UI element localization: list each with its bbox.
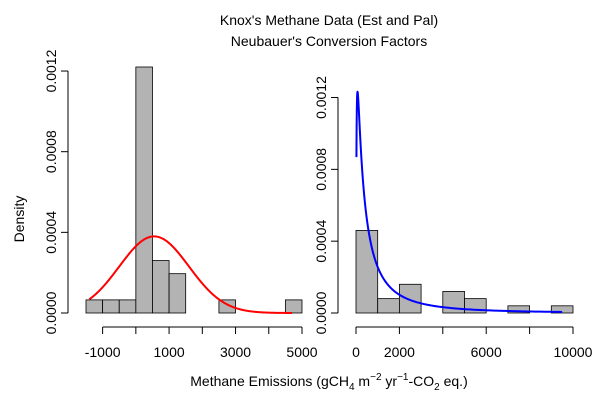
x-tick-label: 1000 (154, 344, 185, 360)
x-tick-label: -1000 (85, 344, 121, 360)
x-axis-title-part: m (355, 373, 371, 389)
chart-title-line1: Knox's Methane Data (Est and Pal) (220, 12, 438, 28)
x-tick-label: 5000 (286, 344, 317, 360)
histogram-bar (135, 66, 153, 314)
x-axis-title-sup: −2 (370, 372, 382, 383)
histogram-bar (152, 260, 170, 314)
histogram-bar (284, 299, 303, 314)
left-histogram-panel: 0.0000 0.0004 0.0008 0.0012 -1000 1000 3000 500… (43, 49, 318, 360)
y-axis-title: Density (11, 196, 27, 243)
y-tick-label: 0.0000 (313, 291, 329, 334)
x-axis-title-part: yr (382, 373, 398, 389)
histogram-bar (507, 305, 530, 314)
x-tick-label: 10000 (554, 344, 593, 360)
histogram-bar (377, 298, 400, 314)
density-curve (355, 90, 563, 313)
x-tick-label: 6000 (471, 344, 502, 360)
histogram-bar (85, 299, 104, 314)
y-tick-label: 0.0004 (313, 220, 329, 263)
x-axis-title-sub: 4 (349, 382, 355, 393)
y-tick-label: 0.0012 (313, 76, 329, 119)
x-axis-title-part: eq.) (440, 373, 468, 389)
y-tick-label: 0.0000 (43, 291, 59, 334)
x-axis-title-sup: −1 (397, 372, 409, 383)
chart-title-line2: Neubauer's Conversion Factors (231, 33, 427, 49)
histogram-bar (550, 305, 574, 314)
y-tick-label: 0.0008 (43, 130, 59, 173)
right-histogram-panel: 0.0000 0.0004 0.0008 0.0012 0 2000 6000 10000 (313, 76, 593, 360)
x-axis-title-sub: 2 (434, 382, 440, 393)
histogram-bar (355, 229, 379, 314)
histogram-bar (168, 273, 187, 314)
histogram-bar (102, 299, 120, 314)
histogram-bar (118, 299, 137, 314)
x-tick-label: 3000 (220, 344, 251, 360)
x-tick-label: 0 (352, 344, 360, 360)
y-tick-label: 0.0012 (43, 49, 59, 92)
x-axis-title-part: Methane Emissions (gCH (190, 373, 349, 389)
x-axis-title-part: -CO (408, 373, 434, 389)
y-tick-label: 0.0008 (313, 148, 329, 191)
histogram-bar (398, 283, 422, 314)
y-tick-label: 0.0004 (43, 211, 59, 254)
density-curve (88, 235, 293, 314)
x-tick-label: 2000 (384, 344, 415, 360)
x-axis-title: Methane Emissions (gCH4 m−2 yr−1-CO2 eq.… (190, 372, 467, 393)
